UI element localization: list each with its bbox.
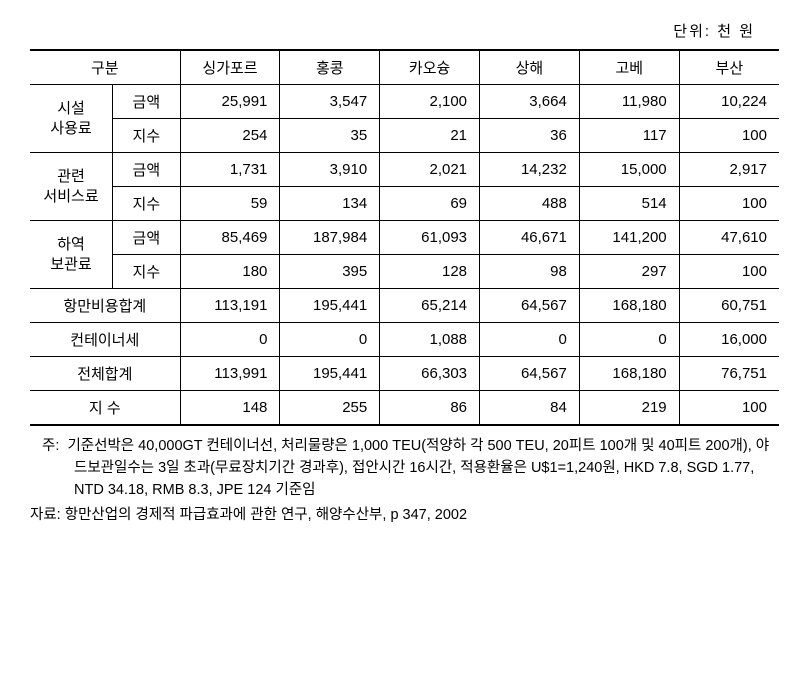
table-cell: 14,232 xyxy=(480,153,580,187)
table-cell: 195,441 xyxy=(280,289,380,323)
table-row: 지수5913469488514100 xyxy=(30,187,779,221)
table-cell: 1,088 xyxy=(380,323,480,357)
table-total-row: 컨테이너세001,0880016,000 xyxy=(30,323,779,357)
table-cell: 113,991 xyxy=(180,357,280,391)
table-cell: 488 xyxy=(480,187,580,221)
table-header-row: 구분 싱가포르 홍콩 카오슝 상해 고베 부산 xyxy=(30,50,779,85)
source: 자료: 항만산업의 경제적 파급효과에 관한 연구, 해양수산부, p 347,… xyxy=(30,505,779,527)
table-cell: 85,469 xyxy=(180,221,280,255)
table-cell: 61,093 xyxy=(380,221,480,255)
table-row: 시설 사용료금액25,9913,5472,1003,66411,98010,22… xyxy=(30,85,779,119)
table-cell: 65,214 xyxy=(380,289,480,323)
table-row: 지수254352136117100 xyxy=(30,119,779,153)
total-label: 전체합계 xyxy=(30,357,180,391)
table-cell: 113,191 xyxy=(180,289,280,323)
row-sub-label: 금액 xyxy=(113,221,181,255)
total-label: 지 수 xyxy=(30,391,180,426)
table-cell: 3,664 xyxy=(480,85,580,119)
header-col: 고베 xyxy=(579,50,679,85)
table-cell: 395 xyxy=(280,255,380,289)
port-cost-table: 구분 싱가포르 홍콩 카오슝 상해 고베 부산 시설 사용료금액25,9913,… xyxy=(30,49,779,426)
table-cell: 100 xyxy=(679,119,779,153)
row-group-label: 관련 서비스료 xyxy=(30,153,113,221)
header-col: 싱가포르 xyxy=(180,50,280,85)
table-cell: 0 xyxy=(280,323,380,357)
row-sub-label: 금액 xyxy=(113,153,181,187)
table-cell: 3,547 xyxy=(280,85,380,119)
row-sub-label: 지수 xyxy=(113,187,181,221)
table-cell: 98 xyxy=(480,255,580,289)
table-cell: 21 xyxy=(380,119,480,153)
table-cell: 117 xyxy=(579,119,679,153)
table-cell: 180 xyxy=(180,255,280,289)
row-sub-label: 지수 xyxy=(113,255,181,289)
table-cell: 1,731 xyxy=(180,153,280,187)
footnote: 주: 기준선박은 40,000GT 컨테이너선, 처리물량은 1,000 TEU… xyxy=(62,436,779,501)
table-cell: 195,441 xyxy=(280,357,380,391)
table-cell: 69 xyxy=(380,187,480,221)
table-cell: 254 xyxy=(180,119,280,153)
table-row: 지수18039512898297100 xyxy=(30,255,779,289)
table-total-row: 전체합계113,991195,44166,30364,567168,18076,… xyxy=(30,357,779,391)
table-row: 하역 보관료금액85,469187,98461,09346,671141,200… xyxy=(30,221,779,255)
table-cell: 47,610 xyxy=(679,221,779,255)
table-cell: 59 xyxy=(180,187,280,221)
table-cell: 134 xyxy=(280,187,380,221)
table-cell: 64,567 xyxy=(480,357,580,391)
header-col: 카오슝 xyxy=(380,50,480,85)
table-cell: 2,100 xyxy=(380,85,480,119)
table-cell: 255 xyxy=(280,391,380,426)
table-cell: 84 xyxy=(480,391,580,426)
table-cell: 0 xyxy=(480,323,580,357)
row-group-label: 시설 사용료 xyxy=(30,85,113,153)
table-cell: 297 xyxy=(579,255,679,289)
table-total-row: 지 수1482558684219100 xyxy=(30,391,779,426)
table-cell: 60,751 xyxy=(679,289,779,323)
table-cell: 16,000 xyxy=(679,323,779,357)
table-cell: 100 xyxy=(679,187,779,221)
table-cell: 66,303 xyxy=(380,357,480,391)
table-cell: 10,224 xyxy=(679,85,779,119)
source-text: 항만산업의 경제적 파급효과에 관한 연구, 해양수산부, p 347, 200… xyxy=(65,507,467,523)
table-cell: 187,984 xyxy=(280,221,380,255)
table-cell: 128 xyxy=(380,255,480,289)
table-cell: 168,180 xyxy=(579,289,679,323)
row-sub-label: 금액 xyxy=(113,85,181,119)
table-cell: 2,917 xyxy=(679,153,779,187)
table-cell: 0 xyxy=(579,323,679,357)
footnote-text: 기준선박은 40,000GT 컨테이너선, 처리물량은 1,000 TEU(적양… xyxy=(67,438,769,498)
header-col: 상해 xyxy=(480,50,580,85)
row-group-label: 하역 보관료 xyxy=(30,221,113,289)
total-label: 항만비용합계 xyxy=(30,289,180,323)
table-cell: 11,980 xyxy=(579,85,679,119)
table-cell: 148 xyxy=(180,391,280,426)
source-prefix: 자료: xyxy=(30,507,61,523)
table-cell: 2,021 xyxy=(380,153,480,187)
table-cell: 168,180 xyxy=(579,357,679,391)
table-cell: 141,200 xyxy=(579,221,679,255)
table-row: 관련 서비스료금액1,7313,9102,02114,23215,0002,91… xyxy=(30,153,779,187)
total-label: 컨테이너세 xyxy=(30,323,180,357)
table-cell: 25,991 xyxy=(180,85,280,119)
table-cell: 46,671 xyxy=(480,221,580,255)
table-cell: 3,910 xyxy=(280,153,380,187)
table-cell: 76,751 xyxy=(679,357,779,391)
header-col: 홍콩 xyxy=(280,50,380,85)
table-cell: 36 xyxy=(480,119,580,153)
table-cell: 64,567 xyxy=(480,289,580,323)
table-cell: 35 xyxy=(280,119,380,153)
table-cell: 219 xyxy=(579,391,679,426)
table-cell: 100 xyxy=(679,391,779,426)
footnote-prefix: 주: xyxy=(42,438,59,454)
row-sub-label: 지수 xyxy=(113,119,181,153)
table-total-row: 항만비용합계113,191195,44165,21464,567168,1806… xyxy=(30,289,779,323)
unit-label: 단위: 천 원 xyxy=(30,20,779,41)
table-cell: 514 xyxy=(579,187,679,221)
table-cell: 15,000 xyxy=(579,153,679,187)
table-cell: 86 xyxy=(380,391,480,426)
table-cell: 100 xyxy=(679,255,779,289)
header-col: 부산 xyxy=(679,50,779,85)
table-cell: 0 xyxy=(180,323,280,357)
header-group-label: 구분 xyxy=(30,50,180,85)
